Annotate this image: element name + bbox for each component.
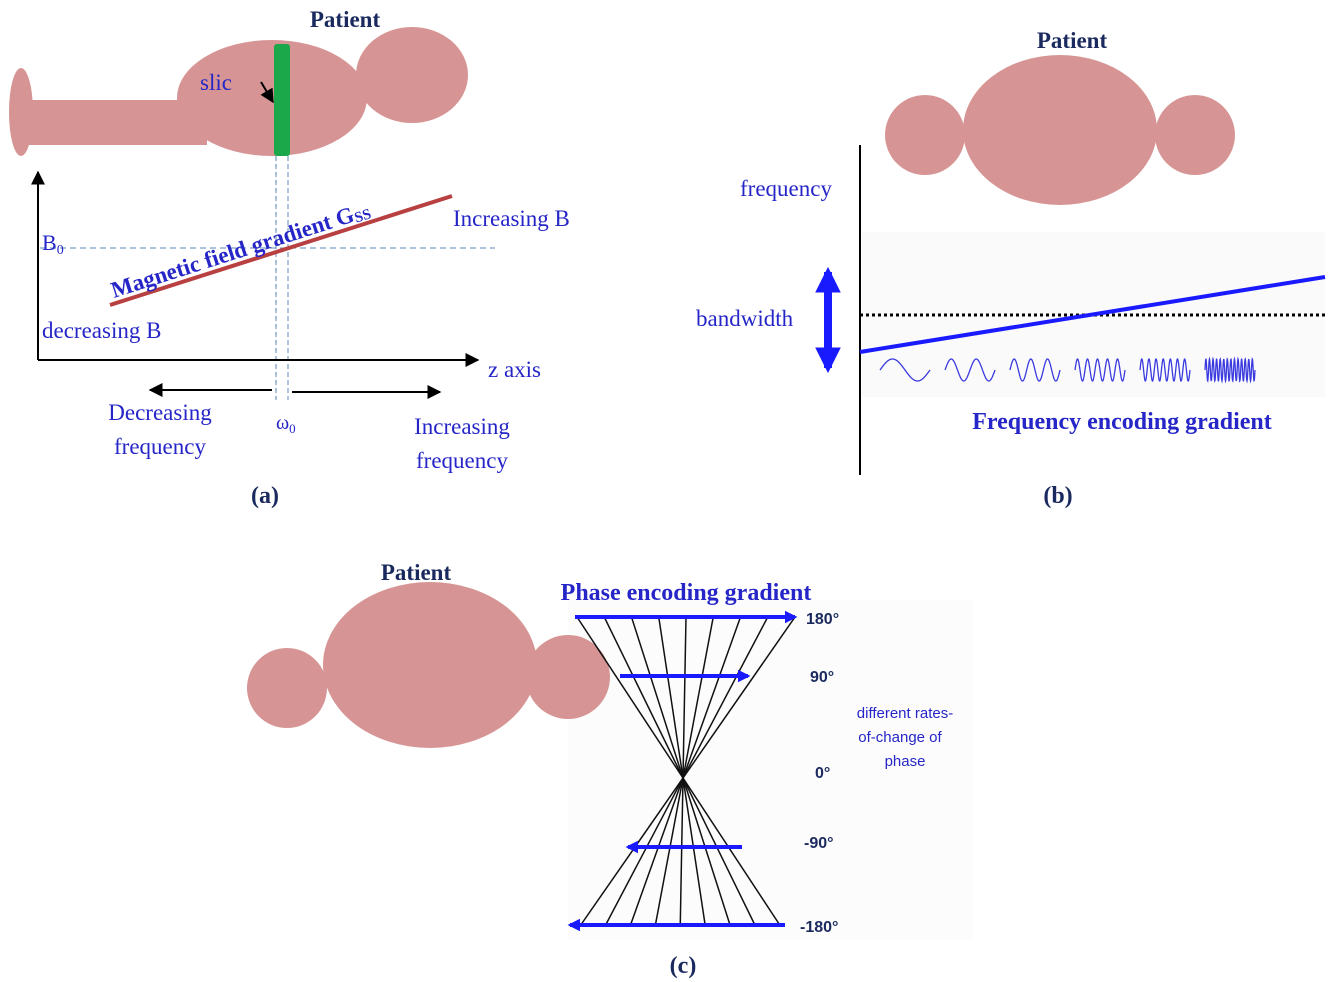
patient-label: Patient <box>381 560 452 585</box>
b0-label: B0 <box>42 230 64 258</box>
patient-body <box>9 27 468 156</box>
patient-label: Patient <box>310 7 381 32</box>
decreasing-b: decreasing B <box>42 318 161 343</box>
panel-label: (b) <box>1043 483 1072 509</box>
slice <box>274 44 290 156</box>
phase-label: 180° <box>806 611 839 628</box>
omega-label: ω0 <box>276 412 296 436</box>
axis-label: z axis <box>488 357 541 382</box>
caption: Phase encoding gradient <box>561 580 812 606</box>
frequency-label: frequency <box>740 176 832 201</box>
increasing-frequency: frequency <box>416 448 508 473</box>
note: different rates- <box>857 705 953 722</box>
patient-label: Patient <box>1037 28 1108 53</box>
gradient-line <box>110 196 452 305</box>
bandwidth-label: bandwidth <box>696 306 794 331</box>
panel-label: (a) <box>251 483 279 509</box>
note: phase <box>885 753 926 770</box>
panel-c: Patient Phase encoding gradient 180° 90°… <box>247 560 973 979</box>
panel-a: slic Patient B0 Magnetic field gradient … <box>9 7 570 509</box>
panel-b: Patient frequency bandwidth Frequency en… <box>696 28 1325 509</box>
note: of-change of <box>858 729 942 746</box>
figure: slic Patient B0 Magnetic field gradient … <box>0 0 1335 982</box>
increasing-frequency: Increasing <box>414 414 510 439</box>
patient-body <box>885 55 1235 205</box>
phase-label: 0° <box>815 765 830 782</box>
phase-label: -90° <box>804 835 834 852</box>
phase-label: 90° <box>810 669 834 686</box>
slice-label: slic <box>200 70 232 95</box>
patient-body <box>247 582 610 748</box>
phase-label: -180° <box>800 919 838 936</box>
caption: Frequency encoding gradient <box>972 409 1272 435</box>
increasing-b: Increasing B <box>453 206 570 231</box>
decreasing-frequency: frequency <box>114 434 206 459</box>
decreasing-frequency: Decreasing <box>108 400 212 425</box>
gradient-label: Magnetic field gradient GSS <box>108 197 373 304</box>
panel-label: (c) <box>670 953 697 979</box>
